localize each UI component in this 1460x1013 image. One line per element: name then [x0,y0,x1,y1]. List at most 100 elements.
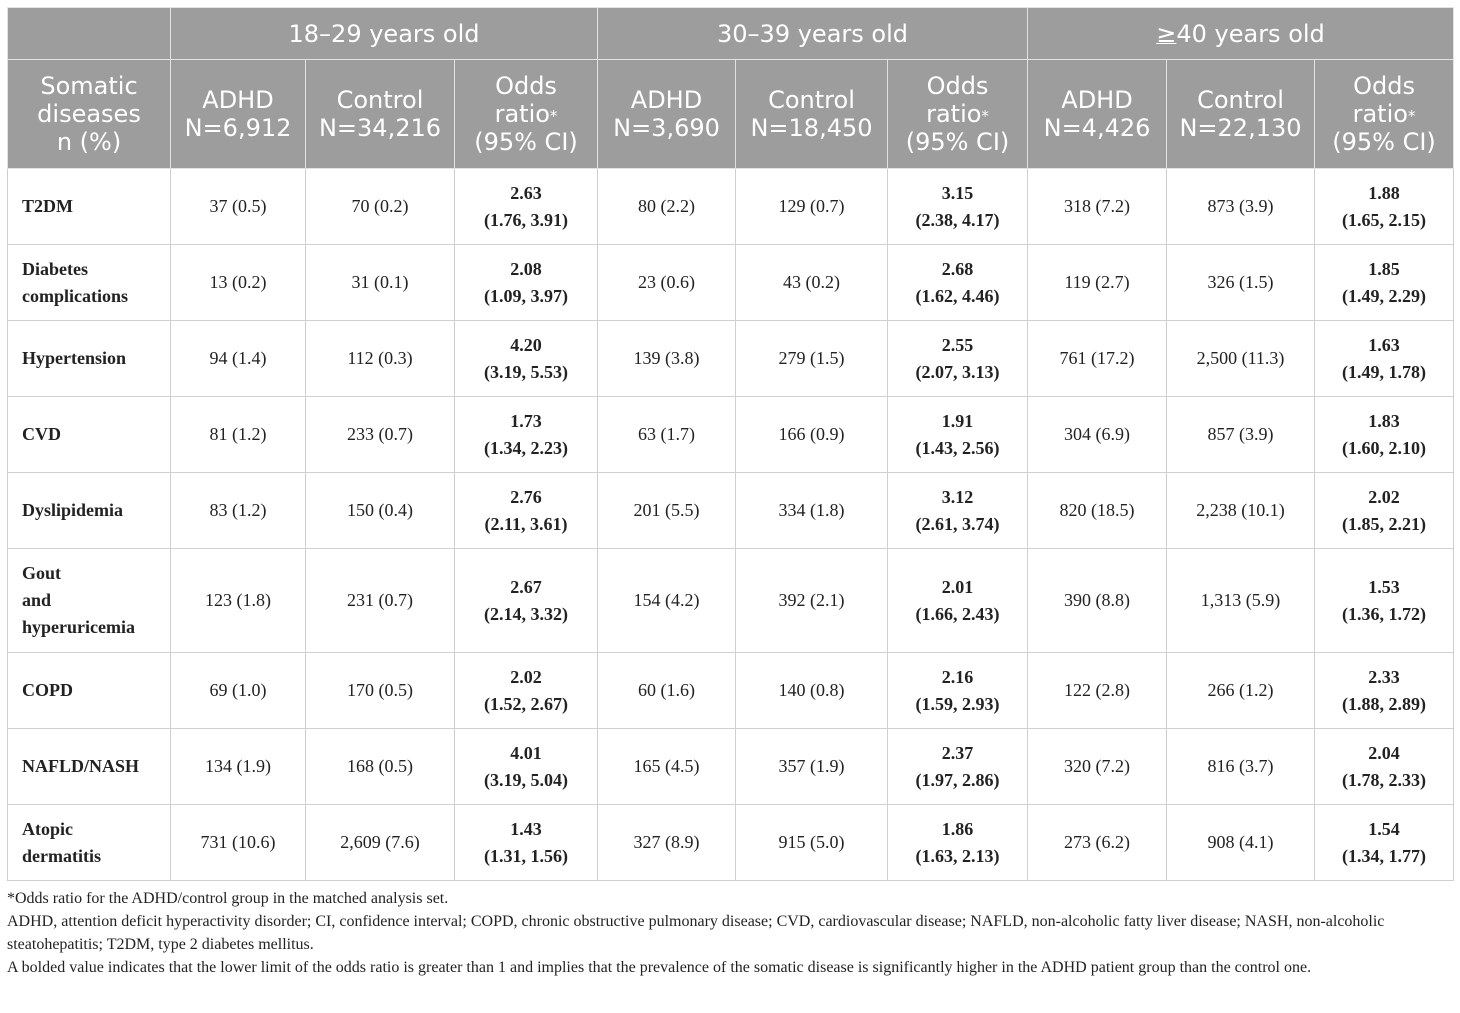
odds-ratio-cell: 4.20 (3.19, 5.53) [454,320,598,397]
confidence-interval: (1.49, 2.29) [1342,285,1427,306]
count-cell: 320 (7.2) [1027,728,1167,805]
confidence-interval: (1.43, 2.56) [915,437,1000,458]
confidence-interval: (3.19, 5.04) [484,769,568,790]
footnote-bold-meaning: A bolded value indicates that the lower … [7,959,1312,976]
odds-ratio-cell: 2.16 (1.59, 2.93) [887,652,1028,729]
count-cell: 273 (6.2) [1027,804,1167,881]
odds-ratio-value: 1.73 [510,410,542,431]
odds-ratio-cell: 1.91 (1.43, 2.56) [887,396,1028,473]
odds-ratio-cell: 3.15 (2.38, 4.17) [887,168,1028,245]
confidence-interval: (1.52, 2.67) [484,693,568,714]
odds-ratio-value: 3.12 [941,486,974,507]
header-blank-cell [7,7,171,60]
confidence-interval: (2.11, 3.61) [484,513,568,534]
subheader-6: Odds ratio* (95% CI) [887,59,1028,169]
count-cell: 279 (1.5) [735,320,888,397]
confidence-interval: (1.76, 3.91) [484,209,568,230]
odds-ratio-cell: 2.76 (2.11, 3.61) [454,472,598,549]
disease-name-line: and [22,590,52,610]
subheader-line: Control [1197,86,1284,114]
confidence-interval: (1.09, 3.97) [484,285,568,306]
table-row: T2DM 37 (0.5) 70 (0.2) 2.63 (1.76, 3.91) 80 (… [7,168,1455,245]
count-cell: 392 (2.1) [735,548,888,653]
footnote-abbreviations: ADHD, attention deficit hyperactivity di… [7,913,1385,953]
table-row: NAFLD/NASH 134 (1.9) 168 (0.5) 4.01 (3.19, 5… [7,728,1455,805]
odds-ratio-value: 4.20 [510,334,542,355]
count-cell: 2,609 (7.6) [305,804,455,881]
disease-name-line: Hypertension [22,348,127,368]
count-cell: 60 (1.6) [597,652,736,729]
disease-name: NAFLD/NASH [7,728,171,805]
count-cell: 231 (0.7) [305,548,455,653]
count-cell: 37 (0.5) [170,168,306,245]
somatic-diseases-header: Somatic diseases n (%) [7,59,171,169]
count-cell: 170 (0.5) [305,652,455,729]
disease-name-line: hyperuricemia [22,617,135,637]
count-cell: 69 (1.0) [170,652,306,729]
age-group-30-39: 30–39 years old [597,7,1028,60]
odds-ratio-value: 2.02 [1368,486,1400,507]
table-row: CVD 81 (1.2) 233 (0.7) 1.73 (1.34, 2.23) 63 (… [7,396,1455,473]
subheader-line: N=4,426 [1043,114,1151,142]
table-row: Dyslipidemia 83 (1.2) 150 (0.4) 2.76 (2.11, … [7,472,1455,549]
count-cell: 233 (0.7) [305,396,455,473]
subheader-line: N=3,690 [613,114,720,142]
count-cell: 139 (3.8) [597,320,736,397]
subheader-line: (95% CI) [905,128,1010,156]
count-cell: 23 (0.6) [597,244,736,321]
subheader-line: Control [336,86,424,114]
odds-ratio-value: 2.04 [1368,742,1400,763]
odds-ratio-cell: 2.68 (1.62, 4.46) [887,244,1028,321]
odds-ratio-value: 2.63 [510,182,542,203]
subheader-8: Control N=22,130 [1166,59,1315,169]
disease-name-line: Atopic [22,818,73,839]
confidence-interval: (1.59, 2.93) [915,693,1000,714]
disease-name: Gout and hyperuricemia [7,548,171,653]
count-cell: 150 (0.4) [305,472,455,549]
count-cell: 334 (1.8) [735,472,888,549]
count-cell: 201 (5.5) [597,472,736,549]
count-cell: 165 (4.5) [597,728,736,805]
subheader-1: ADHD N=6,912 [170,59,306,169]
subheader-line: ratio [926,100,982,128]
odds-ratio-value: 2.68 [941,258,974,279]
table-row: COPD 69 (1.0) 170 (0.5) 2.02 (1.52, 2.67) 60 … [7,652,1455,729]
count-cell: 63 (1.7) [597,396,736,473]
subheader-line: N=34,216 [318,114,442,142]
confidence-interval: (2.38, 4.17) [915,209,1000,230]
count-cell: 304 (6.9) [1027,396,1167,473]
odds-ratio-value: 4.01 [510,742,542,763]
subheader-line: Control [768,86,855,114]
count-cell: 94 (1.4) [170,320,306,397]
subheader-7: ADHD N=4,426 [1027,59,1167,169]
count-cell: 83 (1.2) [170,472,306,549]
subheader-line: ratio [1352,100,1408,128]
count-cell: 266 (1.2) [1166,652,1315,729]
count-cell: 112 (0.3) [305,320,455,397]
disease-name-line: complications [22,285,128,306]
odds-ratio-cell: 1.43 (1.31, 1.56) [454,804,598,881]
subheader-9: Odds ratio* (95% CI) [1313,59,1455,169]
odds-ratio-cell: 2.33 (1.88, 2.89) [1313,652,1455,729]
subheader-line: ADHD [1061,86,1133,114]
footnotes: *Odds ratio for the ADHD/control group i… [7,887,1453,979]
count-cell: 140 (0.8) [735,652,888,729]
count-cell: 357 (1.9) [735,728,888,805]
count-cell: 327 (8.9) [597,804,736,881]
count-cell: 326 (1.5) [1166,244,1315,321]
odds-ratio-cell: 1.86 (1.63, 2.13) [887,804,1028,881]
table-row: Atopic dermatitis 731 (10.6) 2,609 (7.6) 1.4… [7,804,1455,881]
confidence-interval: (1.34, 1.77) [1342,845,1427,866]
disease-name-line: CVD [22,424,61,444]
confidence-interval: (1.97, 2.86) [915,769,1000,790]
odds-ratio-value: 1.86 [941,818,974,839]
odds-ratio-cell: 2.02 (1.85, 2.21) [1313,472,1455,549]
table-container: 18–29 years old 30–39 years old ≥40 year… [7,7,1455,881]
disease-name-line: Diabetes [22,258,88,279]
odds-ratio-value: 3.15 [941,182,974,203]
count-cell: 1,313 (5.9) [1166,548,1315,653]
disease-name-line: T2DM [22,196,73,216]
odds-ratio-cell: 3.12 (2.61, 3.74) [887,472,1028,549]
confidence-interval: (1.34, 2.23) [484,437,568,458]
disease-name: Diabetes complications [7,244,171,321]
